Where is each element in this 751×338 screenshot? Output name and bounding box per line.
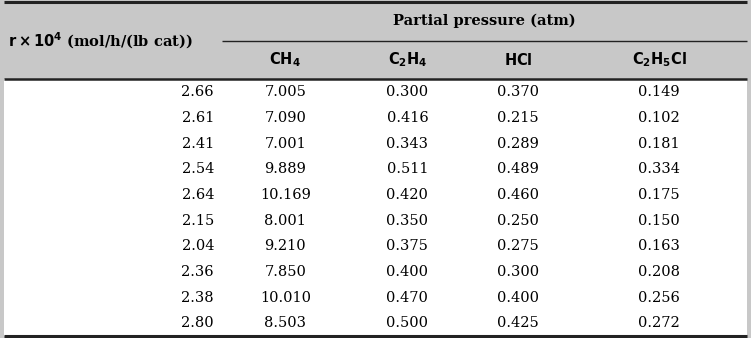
- Text: $\mathbf{HCl}$: $\mathbf{HCl}$: [504, 52, 532, 68]
- Text: 10.010: 10.010: [260, 291, 311, 305]
- Text: 2.61: 2.61: [182, 111, 214, 125]
- Text: 0.370: 0.370: [497, 85, 539, 99]
- Text: $\mathbf{C_2H_5Cl}$: $\mathbf{C_2H_5Cl}$: [632, 51, 686, 69]
- Text: 9.210: 9.210: [264, 239, 306, 254]
- Text: 2.41: 2.41: [182, 137, 214, 151]
- Text: 0.289: 0.289: [497, 137, 539, 151]
- Text: 2.04: 2.04: [182, 239, 214, 254]
- Text: 2.80: 2.80: [182, 316, 214, 331]
- Text: 0.208: 0.208: [638, 265, 680, 279]
- Text: 2.66: 2.66: [182, 85, 214, 99]
- Text: 7.005: 7.005: [264, 85, 306, 99]
- Text: $\mathbf{r \times 10^4}$ (mol/h/(lb cat)): $\mathbf{r \times 10^4}$ (mol/h/(lb cat)…: [8, 30, 192, 51]
- Text: 2.64: 2.64: [182, 188, 214, 202]
- Text: 0.250: 0.250: [497, 214, 539, 228]
- Text: 0.511: 0.511: [387, 162, 428, 176]
- Text: 0.400: 0.400: [387, 265, 428, 279]
- Text: 0.375: 0.375: [387, 239, 428, 254]
- Text: 2.54: 2.54: [182, 162, 214, 176]
- Text: 0.275: 0.275: [497, 239, 539, 254]
- Text: $\mathbf{C_2H_4}$: $\mathbf{C_2H_4}$: [388, 51, 427, 69]
- Text: 0.300: 0.300: [497, 265, 539, 279]
- Text: 0.300: 0.300: [386, 85, 429, 99]
- Text: 2.38: 2.38: [182, 291, 214, 305]
- Text: 0.420: 0.420: [387, 188, 428, 202]
- Text: 0.102: 0.102: [638, 111, 680, 125]
- Text: 0.181: 0.181: [638, 137, 680, 151]
- Text: 0.500: 0.500: [387, 316, 428, 331]
- Text: 0.425: 0.425: [497, 316, 539, 331]
- Text: 10.169: 10.169: [260, 188, 311, 202]
- Text: 2.15: 2.15: [182, 214, 214, 228]
- Text: 0.343: 0.343: [387, 137, 428, 151]
- Text: 7.090: 7.090: [264, 111, 306, 125]
- Text: 0.460: 0.460: [497, 188, 539, 202]
- Text: 0.163: 0.163: [638, 239, 680, 254]
- Text: 0.215: 0.215: [497, 111, 539, 125]
- Text: 7.850: 7.850: [264, 265, 306, 279]
- Text: 0.416: 0.416: [387, 111, 428, 125]
- Text: 0.334: 0.334: [638, 162, 680, 176]
- Text: 8.503: 8.503: [264, 316, 306, 331]
- Text: 0.470: 0.470: [387, 291, 428, 305]
- Text: 0.400: 0.400: [497, 291, 539, 305]
- Text: 9.889: 9.889: [264, 162, 306, 176]
- Text: 0.489: 0.489: [497, 162, 539, 176]
- Text: 0.272: 0.272: [638, 316, 680, 331]
- Text: 7.001: 7.001: [264, 137, 306, 151]
- Text: 2.36: 2.36: [182, 265, 214, 279]
- Text: $\mathbf{CH_4}$: $\mathbf{CH_4}$: [270, 51, 301, 69]
- Text: 0.150: 0.150: [638, 214, 680, 228]
- Text: Partial pressure (atm): Partial pressure (atm): [393, 14, 576, 28]
- Text: 0.350: 0.350: [387, 214, 428, 228]
- Text: 0.175: 0.175: [638, 188, 680, 202]
- Text: 0.256: 0.256: [638, 291, 680, 305]
- Text: 0.149: 0.149: [638, 85, 680, 99]
- Text: 8.001: 8.001: [264, 214, 306, 228]
